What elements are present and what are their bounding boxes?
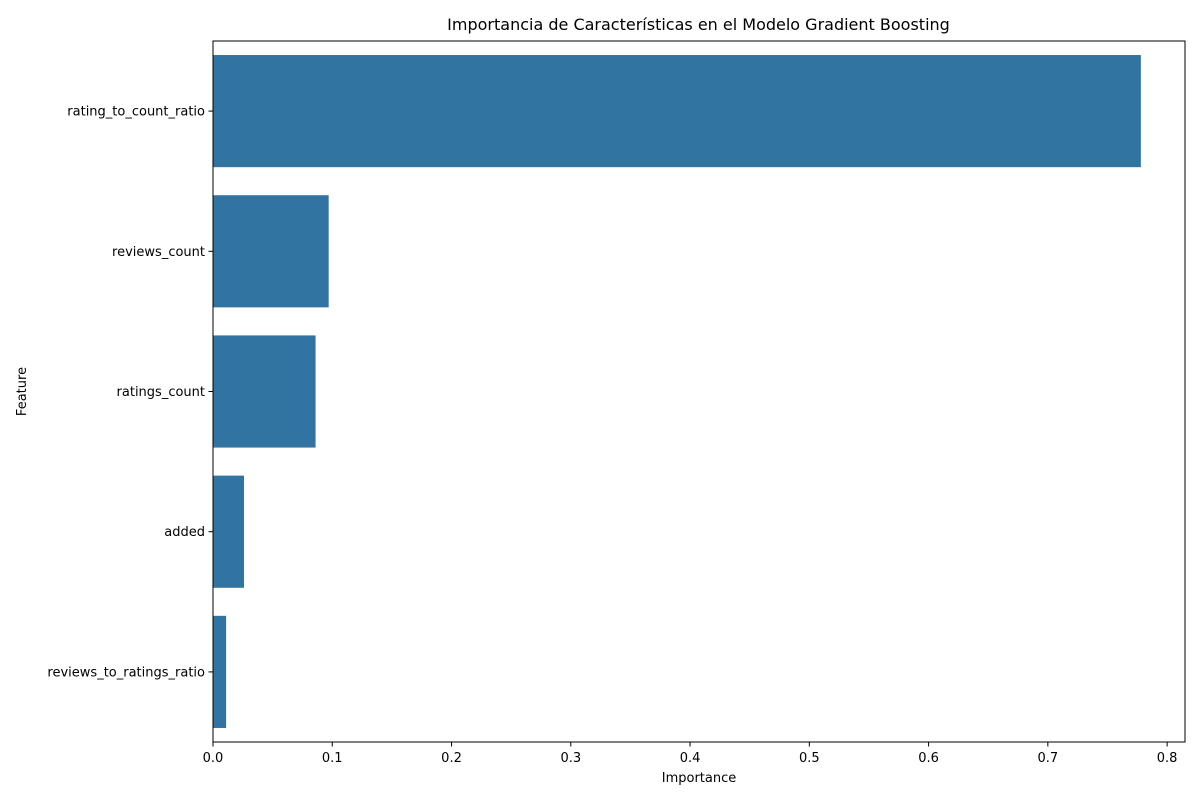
x-tick-label: 0.0	[203, 751, 224, 766]
x-axis-label: Importance	[662, 771, 737, 786]
x-tick-label: 0.3	[560, 751, 581, 766]
x-tick-label: 0.7	[1038, 751, 1059, 766]
bar-rating-to-count-ratio	[213, 55, 1141, 168]
x-tick-label: 0.2	[441, 751, 462, 766]
x-tick-label: 0.6	[918, 751, 939, 766]
x-tick-label: 0.4	[680, 751, 701, 766]
bars-group	[213, 55, 1141, 728]
x-tick-label: 0.8	[1157, 751, 1178, 766]
x-axis-ticks: 0.0 0.1 0.2 0.3 0.4 0.5 0.6 0.7 0.8	[203, 742, 1178, 766]
chart-title: Importancia de Características en el Mod…	[447, 15, 950, 34]
bar-added	[213, 475, 245, 588]
bar-reviews-to-ratings-ratio	[213, 615, 227, 728]
plot-frame	[212, 40, 1186, 743]
y-axis-ticks: rating_to_count_ratio reviews_countrating…	[47, 105, 213, 680]
y-tick-label: ratings_count	[117, 385, 205, 400]
x-tick-label: 0.1	[322, 751, 343, 766]
y-tick-label: reviews_to_ratings_ratio	[47, 665, 205, 680]
bar-ratings-count	[213, 335, 316, 448]
y-axis-label: Feature	[15, 367, 30, 416]
bar-reviews-count	[213, 195, 329, 308]
y-tick-label: added	[164, 525, 205, 540]
x-tick-label: 0.5	[799, 751, 820, 766]
y-tick-label: reviews_count	[112, 245, 205, 260]
y-tick-label: rating_to_count_ratio	[67, 105, 205, 120]
